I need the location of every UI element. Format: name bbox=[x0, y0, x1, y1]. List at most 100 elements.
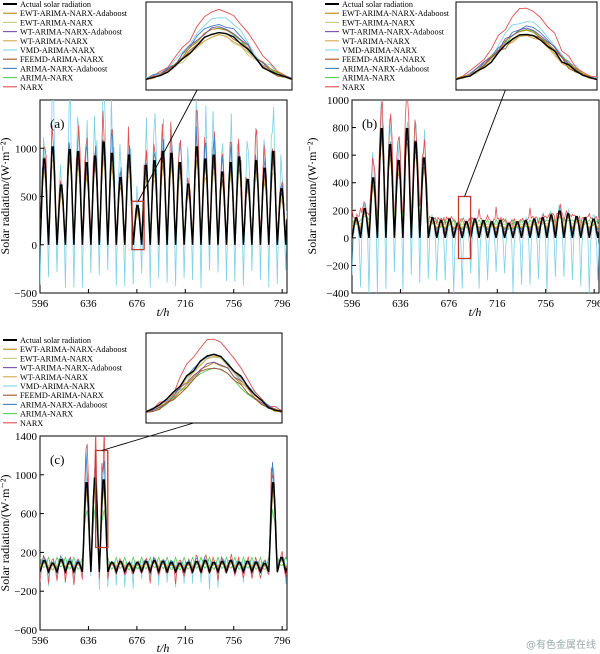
legend-entry-arima-narx: ARIMA-NARX bbox=[342, 74, 395, 83]
panel-label-c: (c) bbox=[50, 452, 64, 467]
legend-entry-vmd-arima-narx: VMD-ARIMA-NARX bbox=[20, 46, 95, 55]
x-tick-label: 596 bbox=[344, 298, 361, 310]
x-tick-label: 716 bbox=[177, 298, 194, 310]
y-tick-label: 600 bbox=[333, 150, 350, 162]
legend-b: Actual solar radiationEWT-ARIMA-NARX-Ada… bbox=[325, 0, 450, 92]
x-axis-label-a: t/h bbox=[157, 305, 170, 319]
inset-frame-a bbox=[145, 1, 293, 91]
x-tick-label: 756 bbox=[225, 635, 242, 647]
legend-entry-arima-narx-adaboost: ARIMA-NARX-Adaboost bbox=[342, 64, 430, 73]
legend-entry-ewt-arima-narx-adaboost: EWT-ARIMA-NARX-Adaboost bbox=[20, 9, 128, 18]
legend-entry-arima-narx: ARIMA-NARX bbox=[20, 410, 73, 419]
legend-entry-arima-narx-adaboost: ARIMA-NARX-Adaboost bbox=[20, 400, 108, 409]
x-tick-label: 716 bbox=[177, 635, 194, 647]
legend-entry-feemd-arima-narx: FEEMD-ARIMA-NARX bbox=[342, 55, 426, 64]
y-ticks-a: −500 0 500 1000 bbox=[14, 143, 44, 300]
inset-line-vmd-arima-narx bbox=[456, 21, 597, 79]
legend-entry-wt-arima-narx-adaboost: WT-ARIMA-NARX-Adaboost bbox=[342, 28, 445, 37]
inset-line-wt-arima-narx-adaboost bbox=[146, 361, 282, 414]
inset-line-ewt-arima-narx-adaboost bbox=[456, 29, 597, 80]
x-tick-label: 796 bbox=[274, 635, 291, 647]
legend-entry-ewt-arima-narx-adaboost: EWT-ARIMA-NARX-Adaboost bbox=[342, 9, 450, 18]
inset-line-actual-solar-radiation bbox=[456, 33, 597, 81]
y-tick-label: 600 bbox=[21, 509, 38, 521]
plot-lines-b bbox=[352, 100, 599, 293]
legend-entry-wt-arima-narx: WT-ARIMA-NARX bbox=[20, 37, 88, 46]
series-line-actual-solar-radiation bbox=[40, 477, 287, 575]
series-line-actual-solar-radiation bbox=[352, 128, 599, 239]
panel-label-b: (b) bbox=[362, 116, 377, 131]
legend-entry-wt-arima-narx-adaboost: WT-ARIMA-NARX-Adaboost bbox=[20, 364, 123, 373]
y-tick-label: 400 bbox=[333, 178, 350, 190]
plot-lines-c bbox=[40, 436, 287, 591]
panel-c: 596 636 676 716 756 796 −600 −200 200 600 1000 140… bbox=[0, 332, 291, 654]
inset-lines-c bbox=[146, 338, 282, 414]
legend-entry-narx: NARX bbox=[20, 83, 43, 92]
y-tick-label: 0 bbox=[344, 233, 350, 245]
series-line-actual-solar-radiation bbox=[40, 141, 287, 245]
inset-lines-b bbox=[456, 7, 597, 81]
inset-line-narx bbox=[456, 7, 597, 79]
y-tick-label: 0 bbox=[32, 240, 38, 252]
legend-c: Actual solar radiationEWT-ARIMA-NARX-Ada… bbox=[3, 336, 128, 428]
inset-line-vmd-arima-narx bbox=[146, 17, 292, 80]
y-tick-label: −600 bbox=[14, 625, 37, 637]
inset-frame-b bbox=[455, 1, 598, 91]
legend-entry-wt-arima-narx-adaboost: WT-ARIMA-NARX-Adaboost bbox=[20, 28, 123, 37]
legend-entry-actual-solar-radiation: Actual solar radiation bbox=[20, 0, 91, 9]
x-axis-label-b: t/h bbox=[469, 305, 482, 319]
plot-frame-c bbox=[39, 435, 288, 631]
panel-b: 596 636 676 716 756 796 −400 −200 0 200 400 600 800… bbox=[305, 0, 600, 319]
legend-entry-feemd-arima-narx: FEEMD-ARIMA-NARX bbox=[20, 55, 104, 64]
plot-lines-a bbox=[40, 100, 287, 289]
x-ticks-c: 596 636 676 716 756 796 bbox=[32, 626, 291, 647]
inset-line-feemd-arima-narx bbox=[146, 367, 282, 413]
x-tick-label: 636 bbox=[392, 298, 409, 310]
y-tick-label: 1000 bbox=[327, 95, 350, 107]
x-tick-label: 596 bbox=[32, 298, 49, 310]
zoom-arrow-a bbox=[137, 89, 198, 202]
zoom-arrow-c bbox=[101, 422, 194, 451]
legend-entry-actual-solar-radiation: Actual solar radiation bbox=[20, 336, 91, 345]
panel-label-a: (a) bbox=[50, 116, 64, 131]
y-tick-label: 1000 bbox=[15, 143, 38, 155]
x-tick-label: 676 bbox=[129, 298, 146, 310]
legend-entry-ewt-arima-narx: EWT-ARIMA-NARX bbox=[20, 18, 93, 27]
y-tick-label: 800 bbox=[333, 123, 350, 135]
inset-line-actual-solar-radiation bbox=[146, 31, 292, 80]
watermark: @有色金属在线 bbox=[526, 638, 596, 651]
zoom-arrow-b bbox=[464, 89, 506, 197]
x-tick-label: 636 bbox=[80, 635, 97, 647]
inset-line-actual-solar-radiation bbox=[146, 353, 282, 413]
legend-entry-wt-arima-narx: WT-ARIMA-NARX bbox=[20, 373, 88, 382]
y-tick-label: 1000 bbox=[15, 470, 38, 482]
x-axis-label-c: t/h bbox=[157, 641, 170, 654]
x-ticks-b: 596 636 676 716 756 796 bbox=[344, 289, 600, 310]
inset-line-wt-arima-narx bbox=[146, 355, 282, 412]
x-tick-label: 716 bbox=[489, 298, 506, 310]
y-axis-label-a: Solar radiation/(W·m⁻²) bbox=[0, 138, 12, 255]
x-ticks-a: 596 636 676 716 756 796 bbox=[32, 289, 291, 310]
x-tick-label: 756 bbox=[225, 298, 242, 310]
y-tick-label: −500 bbox=[14, 288, 37, 300]
x-tick-label: 636 bbox=[80, 298, 97, 310]
y-tick-label: −400 bbox=[326, 288, 349, 300]
y-tick-label: 200 bbox=[333, 205, 350, 217]
x-tick-label: 676 bbox=[441, 298, 458, 310]
y-ticks-b: −400 −200 0 200 400 600 800 1000 bbox=[326, 95, 356, 300]
zoom-box-c bbox=[95, 449, 109, 549]
x-tick-label: 796 bbox=[586, 298, 600, 310]
y-tick-label: 200 bbox=[21, 547, 38, 559]
legend-entry-actual-solar-radiation: Actual solar radiation bbox=[342, 0, 413, 9]
y-axis-label-b: Solar radiation/(W·m⁻²) bbox=[305, 138, 319, 255]
y-ticks-c: −600 −200 200 600 1000 1400 bbox=[14, 431, 44, 637]
legend-entry-feemd-arima-narx: FEEMD-ARIMA-NARX bbox=[20, 391, 104, 400]
legend-entry-ewt-arima-narx: EWT-ARIMA-NARX bbox=[342, 18, 415, 27]
x-tick-label: 756 bbox=[537, 298, 554, 310]
inset-lines-a bbox=[146, 8, 292, 81]
zoom-box-a bbox=[131, 200, 145, 251]
legend-entry-ewt-arima-narx-adaboost: EWT-ARIMA-NARX-Adaboost bbox=[20, 345, 128, 354]
